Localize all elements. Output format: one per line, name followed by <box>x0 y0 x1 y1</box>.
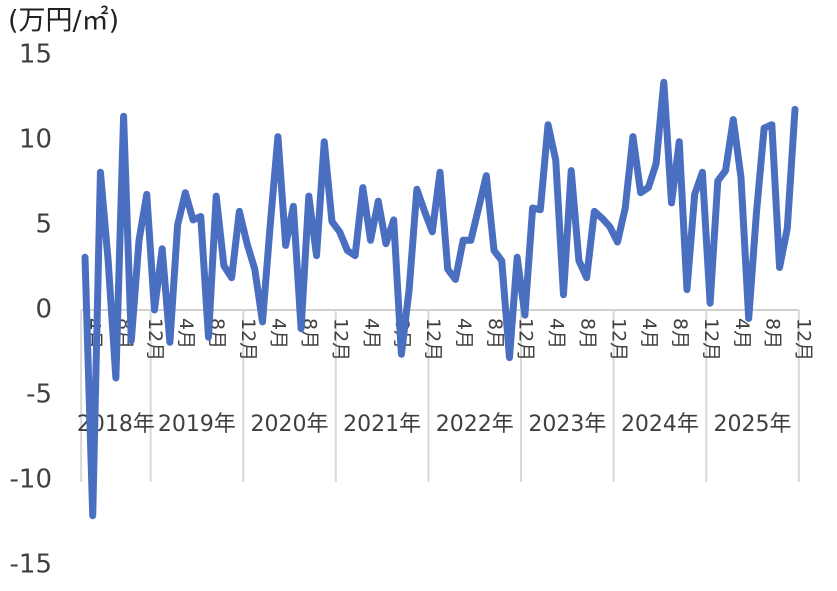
y-tick-label: 15 <box>19 40 52 70</box>
y-axis-label: (万円/㎡) <box>8 6 119 37</box>
x-tick-label: 4月 <box>268 318 290 349</box>
x-tick-label: 12月 <box>144 318 166 361</box>
y-tick-label: 5 <box>35 210 52 240</box>
x-tick-label: 4月 <box>638 318 660 349</box>
x-tick-label: 4月 <box>731 318 753 349</box>
x-tick-label: 4月 <box>360 318 382 349</box>
y-tick-label: -15 <box>10 550 52 580</box>
x-tick-label: 12月 <box>237 318 259 361</box>
year-label: 2025年 <box>714 412 792 437</box>
year-label: 2021年 <box>343 412 421 437</box>
x-tick-label: 12月 <box>700 318 722 361</box>
y-tick-label: -10 <box>10 465 52 495</box>
y-tick-label: 0 <box>35 295 52 325</box>
x-tick-label: 12月 <box>607 318 629 361</box>
year-label: 2022年 <box>436 412 514 437</box>
y-tick-label: -5 <box>26 380 52 410</box>
x-tick-label: 8月 <box>762 318 784 349</box>
year-label: 2024年 <box>621 412 699 437</box>
year-label: 2020年 <box>251 412 329 437</box>
x-tick-label: 4月 <box>175 318 197 349</box>
year-label: 2019年 <box>158 412 236 437</box>
data-line <box>81 78 799 520</box>
x-tick-label: 12月 <box>422 318 444 361</box>
x-tick-label: 8月 <box>576 318 598 349</box>
y-tick-label: 10 <box>19 125 52 155</box>
x-tick-label: 8月 <box>484 318 506 349</box>
x-tick-label: 12月 <box>329 318 351 361</box>
year-label: 2023年 <box>528 412 606 437</box>
x-tick-label: 12月 <box>515 318 537 361</box>
x-tick-label: 8月 <box>669 318 691 349</box>
x-tick-label: 4月 <box>546 318 568 349</box>
x-tick-label: 4月 <box>453 318 475 349</box>
x-tick-label: 12月 <box>793 318 815 361</box>
